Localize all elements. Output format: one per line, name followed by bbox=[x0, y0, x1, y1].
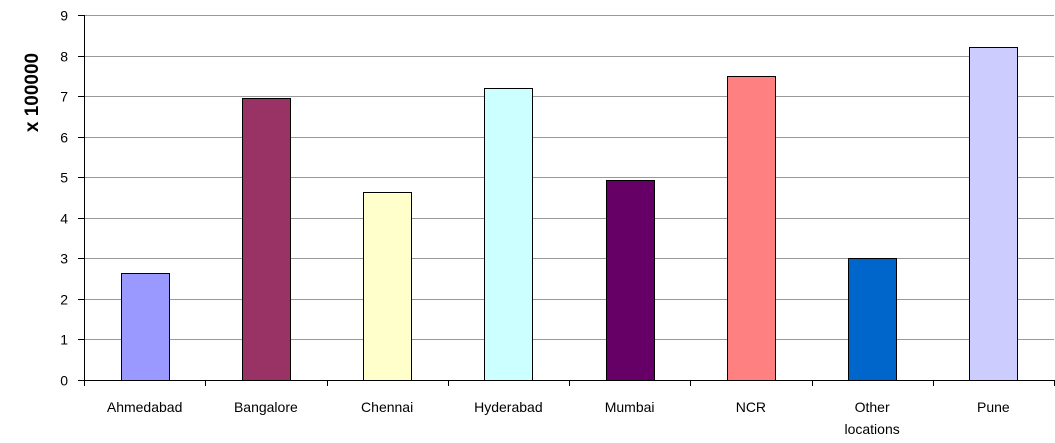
y-tick-label: 4 bbox=[60, 211, 68, 227]
bar-mumbai bbox=[606, 180, 655, 381]
y-tick-label: 7 bbox=[60, 89, 68, 105]
y-tick-label: 3 bbox=[60, 251, 68, 267]
y-tick-label: 8 bbox=[60, 49, 68, 65]
bar-ahmedabad bbox=[121, 273, 170, 381]
x-category-label: Pune bbox=[977, 399, 1010, 415]
bar-ncr bbox=[727, 76, 776, 381]
x-category-label: Hyderabad bbox=[474, 399, 543, 415]
x-category-label: Mumbai bbox=[605, 399, 655, 415]
bars bbox=[121, 47, 1018, 381]
bar-other-locations bbox=[848, 258, 897, 381]
x-category-labels: Ahmedabad Bangalore Chennai Hyderabad Mumbai… bbox=[107, 399, 1010, 437]
y-tick-label: 9 bbox=[60, 8, 68, 24]
y-tick-label: 6 bbox=[60, 130, 68, 146]
y-tick-label: 5 bbox=[60, 170, 68, 186]
x-category-label: NCR bbox=[736, 399, 766, 415]
y-tick-labels: 0 1 2 3 4 5 6 7 8 9 bbox=[60, 8, 68, 389]
x-category-label: Chennai bbox=[361, 399, 413, 415]
gridlines bbox=[84, 15, 1054, 340]
y-tick-label: 1 bbox=[60, 332, 68, 348]
x-category-label: Bangalore bbox=[234, 399, 298, 415]
y-tick-label: 0 bbox=[60, 373, 68, 389]
bar-hyderabad bbox=[484, 88, 533, 381]
bar-pune bbox=[969, 47, 1018, 381]
bar-chennai bbox=[363, 192, 412, 381]
axes bbox=[78, 15, 1055, 386]
x-category-label: Other locations bbox=[844, 399, 899, 437]
x-category-label: Ahmedabad bbox=[107, 399, 183, 415]
y-tick-label: 2 bbox=[60, 292, 68, 308]
bar-bangalore bbox=[242, 98, 291, 381]
y-axis-title: x 100000 bbox=[22, 53, 43, 132]
